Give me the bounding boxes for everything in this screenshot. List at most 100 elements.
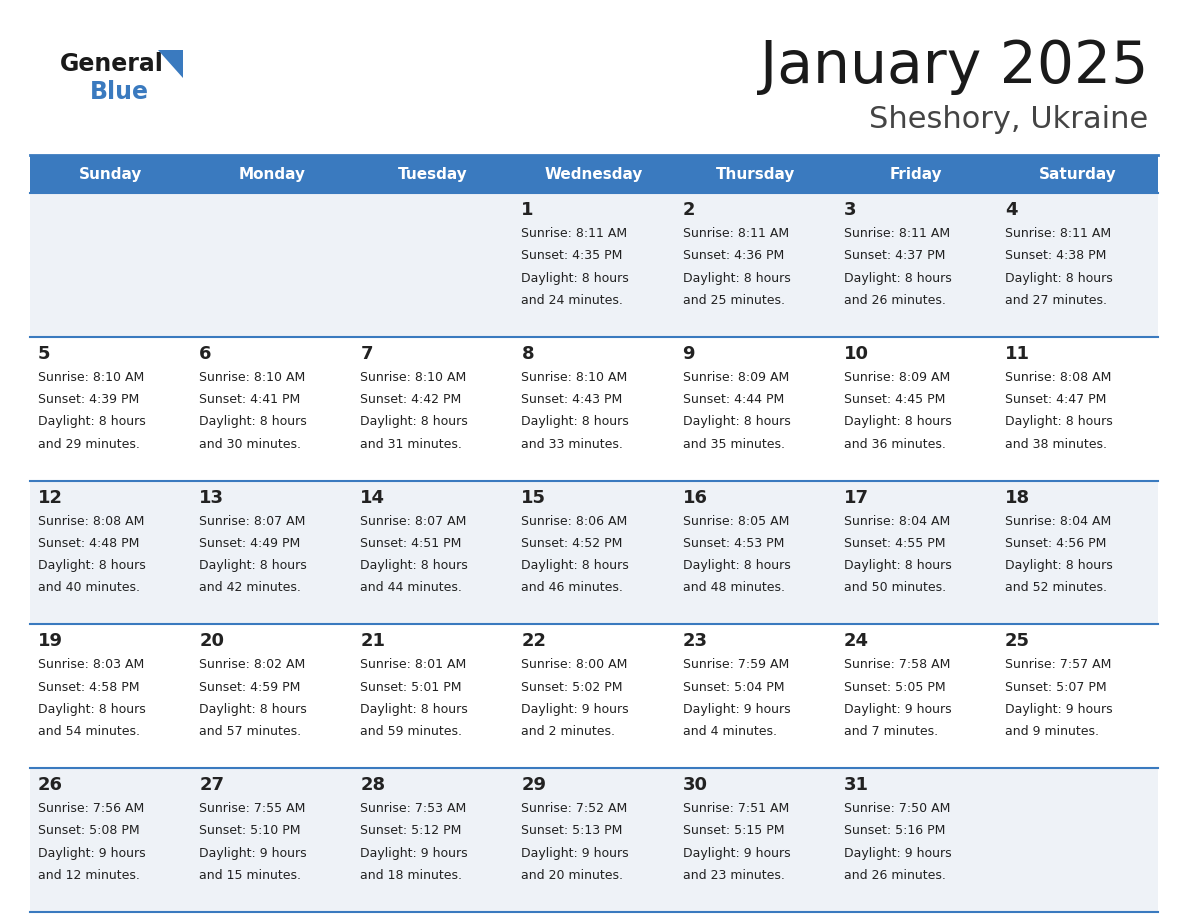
- Text: Sunrise: 8:10 AM: Sunrise: 8:10 AM: [360, 371, 467, 384]
- Text: Daylight: 9 hours: Daylight: 9 hours: [683, 703, 790, 716]
- Bar: [30, 481, 191, 624]
- Text: and 36 minutes.: and 36 minutes.: [843, 438, 946, 451]
- Text: Sunset: 4:51 PM: Sunset: 4:51 PM: [360, 537, 462, 550]
- Text: 28: 28: [360, 777, 385, 794]
- Text: and 18 minutes.: and 18 minutes.: [360, 869, 462, 882]
- Text: Sunset: 5:13 PM: Sunset: 5:13 PM: [522, 824, 623, 837]
- Text: Daylight: 9 hours: Daylight: 9 hours: [522, 703, 630, 716]
- Text: Sunrise: 8:10 AM: Sunrise: 8:10 AM: [38, 371, 144, 384]
- Text: 17: 17: [843, 488, 868, 507]
- Text: Sunset: 5:07 PM: Sunset: 5:07 PM: [1005, 680, 1106, 694]
- Text: Sunset: 4:35 PM: Sunset: 4:35 PM: [522, 250, 623, 263]
- Bar: [675, 624, 835, 768]
- Text: Sunrise: 8:08 AM: Sunrise: 8:08 AM: [38, 515, 145, 528]
- Text: Sunset: 4:56 PM: Sunset: 4:56 PM: [1005, 537, 1106, 550]
- Text: Daylight: 9 hours: Daylight: 9 hours: [522, 846, 630, 860]
- Text: Sunrise: 8:09 AM: Sunrise: 8:09 AM: [683, 371, 789, 384]
- Bar: [191, 624, 353, 768]
- Text: Sunrise: 8:02 AM: Sunrise: 8:02 AM: [200, 658, 305, 671]
- Text: Sunset: 4:36 PM: Sunset: 4:36 PM: [683, 250, 784, 263]
- Text: and 30 minutes.: and 30 minutes.: [200, 438, 301, 451]
- Text: 9: 9: [683, 345, 695, 363]
- Text: Sunrise: 7:55 AM: Sunrise: 7:55 AM: [200, 802, 305, 815]
- Text: Daylight: 8 hours: Daylight: 8 hours: [1005, 559, 1113, 572]
- Text: Daylight: 8 hours: Daylight: 8 hours: [360, 559, 468, 572]
- Text: Sunrise: 8:06 AM: Sunrise: 8:06 AM: [522, 515, 627, 528]
- Bar: [513, 337, 675, 481]
- Text: and 50 minutes.: and 50 minutes.: [843, 581, 946, 595]
- Bar: [835, 337, 997, 481]
- Text: Daylight: 8 hours: Daylight: 8 hours: [360, 703, 468, 716]
- Bar: [675, 481, 835, 624]
- Text: and 57 minutes.: and 57 minutes.: [200, 725, 302, 738]
- Bar: [997, 481, 1158, 624]
- Text: Sunset: 5:04 PM: Sunset: 5:04 PM: [683, 680, 784, 694]
- Bar: [835, 768, 997, 912]
- Text: 21: 21: [360, 633, 385, 650]
- Bar: [513, 768, 675, 912]
- Text: General: General: [61, 52, 164, 76]
- Text: and 54 minutes.: and 54 minutes.: [38, 725, 140, 738]
- Text: Daylight: 9 hours: Daylight: 9 hours: [200, 846, 307, 860]
- Text: 30: 30: [683, 777, 708, 794]
- Text: Sunset: 4:45 PM: Sunset: 4:45 PM: [843, 393, 946, 406]
- Text: 13: 13: [200, 488, 225, 507]
- Text: 22: 22: [522, 633, 546, 650]
- Text: Sunset: 4:52 PM: Sunset: 4:52 PM: [522, 537, 623, 550]
- Text: Sunset: 4:53 PM: Sunset: 4:53 PM: [683, 537, 784, 550]
- Text: Daylight: 8 hours: Daylight: 8 hours: [200, 559, 307, 572]
- Bar: [997, 624, 1158, 768]
- Text: and 44 minutes.: and 44 minutes.: [360, 581, 462, 595]
- Text: Sunset: 5:05 PM: Sunset: 5:05 PM: [843, 680, 946, 694]
- Bar: [30, 624, 191, 768]
- Bar: [675, 337, 835, 481]
- Text: Sheshory, Ukraine: Sheshory, Ukraine: [868, 105, 1148, 134]
- Text: Daylight: 8 hours: Daylight: 8 hours: [683, 559, 790, 572]
- Text: Sunrise: 8:10 AM: Sunrise: 8:10 AM: [200, 371, 305, 384]
- Text: 16: 16: [683, 488, 708, 507]
- Text: 6: 6: [200, 345, 211, 363]
- Text: 4: 4: [1005, 201, 1017, 219]
- Text: Daylight: 9 hours: Daylight: 9 hours: [38, 846, 146, 860]
- Text: Sunset: 4:42 PM: Sunset: 4:42 PM: [360, 393, 461, 406]
- Text: Daylight: 8 hours: Daylight: 8 hours: [522, 415, 630, 429]
- Text: and 2 minutes.: and 2 minutes.: [522, 725, 615, 738]
- Bar: [835, 193, 997, 337]
- Bar: [191, 337, 353, 481]
- Text: Sunrise: 8:07 AM: Sunrise: 8:07 AM: [200, 515, 305, 528]
- Bar: [675, 193, 835, 337]
- Bar: [675, 768, 835, 912]
- Text: Sunset: 4:44 PM: Sunset: 4:44 PM: [683, 393, 784, 406]
- Text: 25: 25: [1005, 633, 1030, 650]
- Text: 19: 19: [38, 633, 63, 650]
- Bar: [513, 155, 675, 193]
- Text: and 59 minutes.: and 59 minutes.: [360, 725, 462, 738]
- Text: Sunset: 4:41 PM: Sunset: 4:41 PM: [200, 393, 301, 406]
- Text: January 2025: January 2025: [759, 38, 1148, 95]
- Text: Daylight: 8 hours: Daylight: 8 hours: [522, 272, 630, 285]
- Text: Daylight: 8 hours: Daylight: 8 hours: [522, 559, 630, 572]
- Text: 1: 1: [522, 201, 533, 219]
- Polygon shape: [158, 50, 183, 78]
- Text: Sunset: 4:58 PM: Sunset: 4:58 PM: [38, 680, 139, 694]
- Bar: [353, 337, 513, 481]
- Text: Sunrise: 7:59 AM: Sunrise: 7:59 AM: [683, 658, 789, 671]
- Text: Sunset: 5:15 PM: Sunset: 5:15 PM: [683, 824, 784, 837]
- Bar: [353, 624, 513, 768]
- Text: Sunday: Sunday: [78, 166, 143, 182]
- Text: Sunset: 4:49 PM: Sunset: 4:49 PM: [200, 537, 301, 550]
- Bar: [513, 624, 675, 768]
- Text: and 26 minutes.: and 26 minutes.: [843, 869, 946, 882]
- Text: Sunset: 5:02 PM: Sunset: 5:02 PM: [522, 680, 623, 694]
- Text: Monday: Monday: [239, 166, 305, 182]
- Text: Sunset: 4:39 PM: Sunset: 4:39 PM: [38, 393, 139, 406]
- Bar: [191, 155, 353, 193]
- Text: and 20 minutes.: and 20 minutes.: [522, 869, 624, 882]
- Text: Daylight: 8 hours: Daylight: 8 hours: [1005, 415, 1113, 429]
- Text: Sunset: 5:12 PM: Sunset: 5:12 PM: [360, 824, 462, 837]
- Bar: [30, 193, 191, 337]
- Text: Sunset: 4:38 PM: Sunset: 4:38 PM: [1005, 250, 1106, 263]
- Text: Sunrise: 8:08 AM: Sunrise: 8:08 AM: [1005, 371, 1111, 384]
- Text: Friday: Friday: [890, 166, 942, 182]
- Text: Sunrise: 8:11 AM: Sunrise: 8:11 AM: [683, 227, 789, 240]
